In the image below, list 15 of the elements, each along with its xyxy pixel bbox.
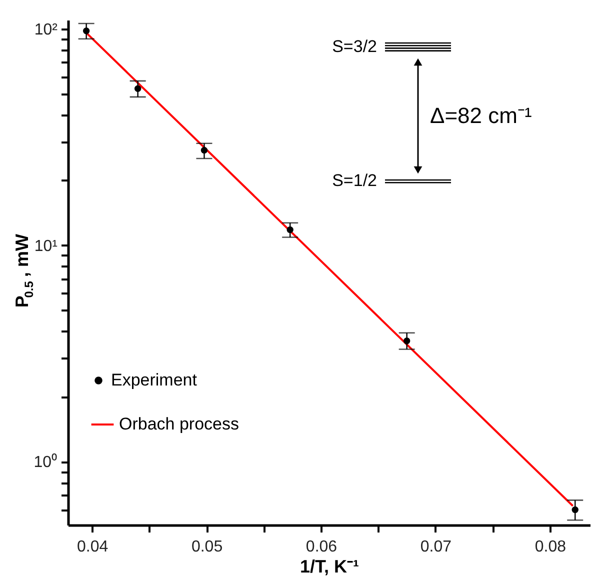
y-tick-label: 10¹ xyxy=(34,238,58,255)
annotation: S=1/2 xyxy=(332,171,377,190)
y-axis-title: P0.5, mW xyxy=(12,234,36,308)
x-tick-label: 0.06 xyxy=(306,538,338,556)
legend-label: Orbach process xyxy=(119,414,239,434)
legend-label: Experiment xyxy=(111,370,198,390)
x-tick-label: 0.08 xyxy=(534,538,566,556)
x-tick-label: 0.04 xyxy=(76,538,108,556)
y-tick-label: 10² xyxy=(34,21,58,38)
annotation: Δ=82 cm⁻¹ xyxy=(430,103,532,128)
annotation: S=3/2 xyxy=(332,37,377,56)
x-tick-label: 0.05 xyxy=(191,538,223,556)
x-tick-label: 0.07 xyxy=(420,538,452,556)
x-axis-title: 1/T, K⁻¹ xyxy=(300,556,360,576)
y-tick-label: 10⁰ xyxy=(34,453,58,472)
